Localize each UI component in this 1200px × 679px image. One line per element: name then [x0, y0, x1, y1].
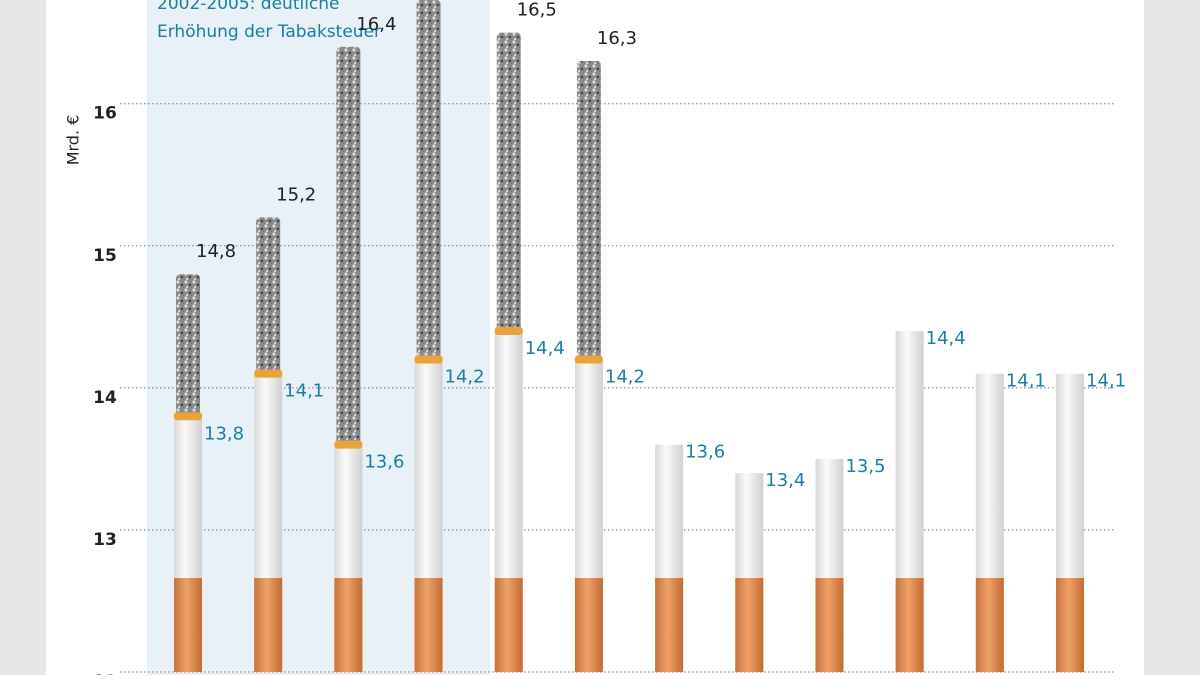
ember — [334, 440, 363, 449]
cigarette-filter — [414, 578, 443, 672]
value-label: 15,2 — [276, 184, 316, 205]
value-label: 14,8 — [196, 241, 236, 262]
ember — [174, 412, 202, 421]
ash — [176, 274, 200, 417]
value-label: 13,5 — [845, 456, 885, 477]
cigarette-filter — [735, 578, 764, 672]
value-label: 14,2 — [605, 366, 645, 387]
annotation: Erhöhung der Tabaksteuer — [157, 22, 381, 42]
cigarette-filter — [815, 578, 844, 672]
cigarette-filter — [334, 578, 363, 672]
ash — [576, 61, 601, 360]
y-tick-label: 15 — [93, 246, 117, 266]
y-axis-label: Mrd. € — [64, 115, 83, 166]
annotation: 2002-2005: deutliche — [157, 0, 340, 14]
ember — [414, 355, 443, 364]
value-label: 13,4 — [765, 470, 805, 491]
cigarette-filter — [174, 578, 202, 672]
ash-decor — [416, 0, 441, 360]
value-label: 16,3 — [597, 28, 637, 49]
value-label: 14,1 — [1006, 371, 1046, 392]
ember — [494, 327, 523, 336]
cigarette-filter — [655, 578, 684, 672]
cigarette-filter — [895, 578, 924, 672]
value-label: 14,1 — [284, 381, 324, 402]
cigarette-filter — [254, 578, 283, 672]
value-label: 14,2 — [445, 366, 485, 387]
value-label: 14,1 — [1086, 371, 1126, 392]
cigarette-filter — [975, 578, 1004, 672]
value-label: 16,4 — [356, 14, 396, 35]
value-label: 14,4 — [926, 328, 966, 349]
ember — [254, 369, 283, 378]
cigarette-filter — [494, 578, 523, 672]
value-label: 16,5 — [517, 0, 557, 21]
ash — [496, 32, 521, 332]
y-tick-label: 14 — [93, 388, 117, 408]
value-label: 14,4 — [525, 338, 565, 359]
y-tick-label: 13 — [93, 530, 117, 550]
y-tick-label: 16 — [93, 104, 117, 124]
value-label: 13,6 — [364, 452, 404, 473]
value-label: 13,8 — [204, 423, 244, 444]
cigarette-filter — [1056, 578, 1084, 672]
ember — [574, 355, 603, 364]
ash — [256, 217, 281, 374]
value-label: 13,6 — [685, 442, 725, 463]
ash — [336, 46, 361, 445]
cigarette-filter — [574, 578, 603, 672]
